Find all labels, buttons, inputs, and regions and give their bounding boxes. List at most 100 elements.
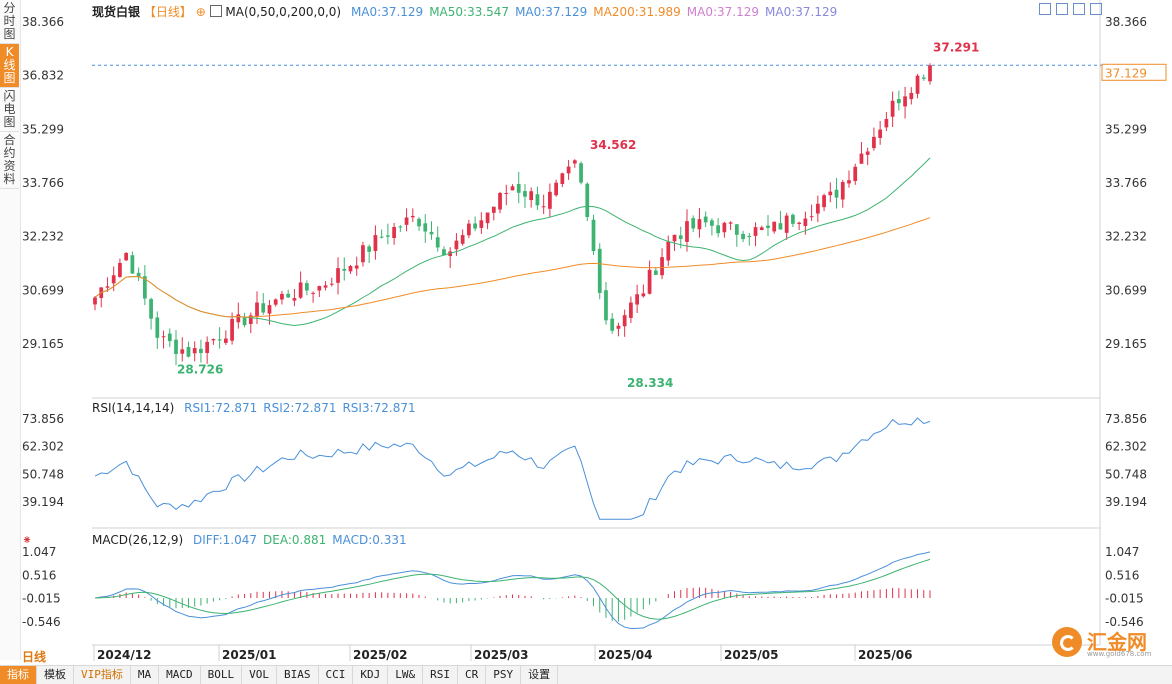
- period-label[interactable]: 【日线】: [143, 5, 192, 19]
- indicator-tab-5[interactable]: BOLL: [201, 666, 243, 684]
- left-tab-2[interactable]: 闪电图: [0, 88, 19, 132]
- ma-settings-icon[interactable]: [209, 5, 222, 17]
- zoom-in-icon[interactable]: [1039, 3, 1051, 15]
- candle-body: [759, 227, 764, 231]
- logo-icon: [1052, 627, 1082, 657]
- candle-body: [834, 189, 839, 198]
- indicator-tab-12[interactable]: CR: [458, 666, 487, 684]
- candle-body: [230, 318, 234, 341]
- rsi-line: [94, 417, 931, 520]
- logo: 汇金网 www.gold678.com: [1052, 627, 1151, 658]
- candle-body: [498, 192, 502, 210]
- candle-body: [797, 222, 802, 224]
- indicator-tab-2[interactable]: VIP指标: [74, 666, 131, 684]
- macd-tick-right: -0.546: [1105, 615, 1144, 629]
- macd-value-2: MACD:0.331: [332, 533, 407, 547]
- chart-canvas[interactable]: 38.36638.36636.83236.83235.29935.29933.7…: [0, 0, 1172, 665]
- candle-body: [130, 255, 135, 274]
- rsi-value-1: RSI2:72.871: [263, 401, 337, 415]
- indicator-tab-9[interactable]: KDJ: [353, 666, 389, 684]
- candle-body: [784, 215, 789, 233]
- logo-text: 汇金网: [1087, 630, 1147, 654]
- macd-value-0: DIFF:1.047: [192, 533, 258, 547]
- zoom-out-icon[interactable]: [1056, 3, 1068, 15]
- candle-body: [622, 315, 627, 327]
- macd-gear-icon[interactable]: ⁕: [22, 533, 33, 547]
- dea-line: [94, 558, 931, 620]
- candle-body: [429, 231, 434, 235]
- indicator-tab-0[interactable]: 指标: [0, 666, 37, 684]
- macd-header: MACD(26,12,9) DIFF:1.047 DEA:0.881 MACD:0.…: [92, 533, 407, 547]
- candle-body: [180, 349, 185, 354]
- indicator-tab-14[interactable]: 设置: [521, 666, 559, 684]
- candle-body: [722, 222, 727, 233]
- candle-body: [118, 262, 122, 277]
- indicator-tab-8[interactable]: CCI: [319, 666, 354, 684]
- candle-body: [167, 333, 172, 342]
- x-axis-label: 2025/01: [222, 648, 276, 662]
- candle-body: [741, 233, 745, 240]
- candle-body: [255, 302, 259, 317]
- candle-body: [591, 219, 596, 252]
- low-annotation-left: 28.726: [177, 362, 223, 376]
- rsi-value-2: RSI3:72.871: [342, 401, 416, 415]
- period-button[interactable]: 日线: [22, 650, 47, 664]
- ma-value-1: MA50:33.547: [429, 5, 510, 19]
- left-tab-1[interactable]: K线图: [0, 44, 19, 88]
- candle-body: [572, 160, 577, 164]
- price-tick-right: 38.366: [1105, 15, 1147, 29]
- indicator-tab-1[interactable]: 模板: [37, 666, 74, 684]
- fullscreen-icon[interactable]: [1090, 3, 1102, 15]
- candle-body: [336, 268, 340, 283]
- candle-body: [174, 339, 178, 354]
- candle-body: [853, 166, 858, 182]
- candle-body: [454, 240, 459, 250]
- candle-body: [479, 220, 484, 228]
- candle-body: [566, 166, 571, 174]
- candle-body: [448, 251, 453, 257]
- ma-value-2: MA0:37.129: [515, 5, 588, 19]
- indicator-tab-6[interactable]: VOL: [242, 666, 277, 684]
- settings-icon[interactable]: ⊕: [195, 5, 206, 19]
- rsi-value-0: RSI1:72.871: [184, 401, 258, 415]
- candle-body: [734, 224, 739, 235]
- indicator-tab-7[interactable]: BIAS: [277, 666, 319, 684]
- macd-values: DIFF:1.047 DEA:0.881 MACD:0.331: [187, 533, 407, 547]
- candle-body: [342, 268, 347, 271]
- indicator-tab-10[interactable]: LW&: [388, 666, 424, 684]
- candle-body: [404, 217, 409, 225]
- macd-tick-right: -0.015: [1105, 592, 1144, 606]
- candle-body: [554, 182, 558, 196]
- candle-body: [766, 225, 770, 228]
- instrument-name: 现货白银: [92, 5, 141, 19]
- candle-body: [672, 234, 677, 242]
- candle-body: [753, 227, 758, 236]
- candle-body: [703, 216, 708, 223]
- candle-body: [847, 180, 851, 184]
- rsi-values: RSI1:72.871 RSI2:72.871 RSI3:72.871: [178, 401, 416, 415]
- candle-body: [292, 298, 297, 301]
- left-tab-0[interactable]: 分时图: [0, 0, 19, 44]
- high-annotation: 37.291: [933, 41, 979, 55]
- candle-body: [367, 246, 372, 252]
- indicator-tab-11[interactable]: RSI: [423, 666, 458, 684]
- candle-body: [442, 249, 446, 255]
- candle-body: [136, 272, 141, 277]
- candle-body: [635, 294, 639, 305]
- candle-body: [111, 275, 116, 284]
- candle-body: [691, 218, 696, 229]
- candle-body: [660, 257, 664, 276]
- indicator-tab-3[interactable]: MA: [131, 666, 160, 684]
- candle-body: [298, 282, 303, 298]
- candle-body: [149, 299, 153, 319]
- indicator-tab-13[interactable]: PSY: [486, 666, 522, 684]
- candle-body: [386, 235, 390, 237]
- price-tick-right: 29.165: [1105, 337, 1147, 351]
- candle-body: [865, 151, 870, 155]
- candle-body: [142, 276, 147, 299]
- fit-icon[interactable]: [1073, 3, 1085, 15]
- ma-values: MA0:37.129 MA50:33.547 MA0:37.129 MA200:31.…: [345, 5, 837, 19]
- left-tab-3[interactable]: 合约资料: [0, 132, 19, 189]
- rsi-tick-left: 62.302: [22, 440, 64, 454]
- indicator-tab-4[interactable]: MACD: [159, 666, 201, 684]
